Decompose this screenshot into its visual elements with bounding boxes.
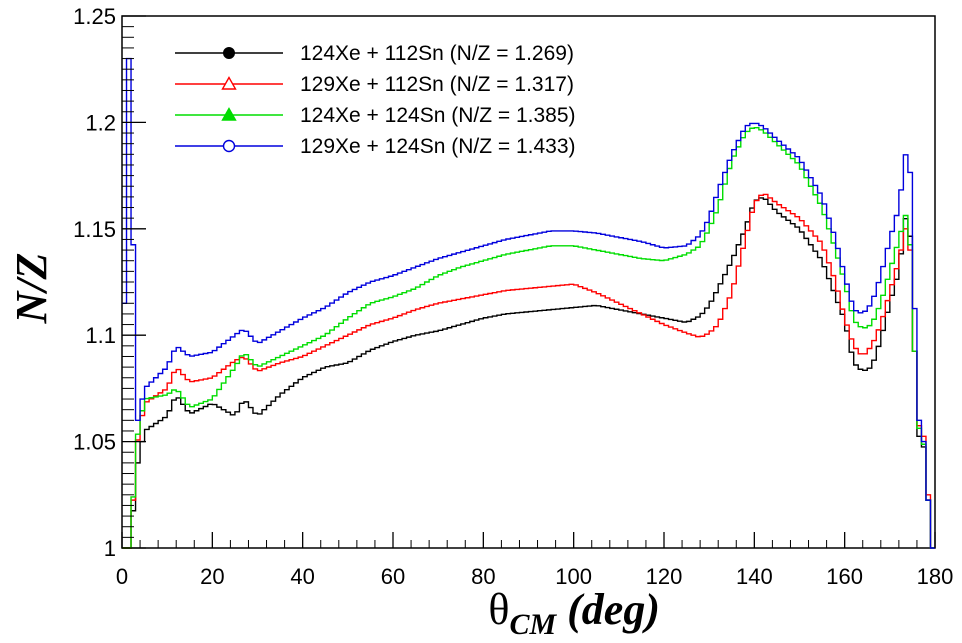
x-tick-label: 20 — [200, 564, 224, 589]
x-tick-label: 100 — [555, 564, 592, 589]
x-tick-label: 120 — [646, 564, 683, 589]
x-tick-label: 180 — [917, 564, 954, 589]
x-tick-label: 80 — [471, 564, 495, 589]
x-axis-title: θCM (deg) — [488, 585, 660, 641]
x-tick-label: 140 — [736, 564, 773, 589]
x-tick-label: 160 — [826, 564, 863, 589]
legend-marker-3 — [221, 107, 237, 121]
legend-label-1: 124Xe + 112Sn (N/Z = 1.269) — [300, 42, 574, 65]
x-tick-label: 40 — [290, 564, 314, 589]
x-axis-title-unit: (deg) — [556, 585, 660, 634]
series-line-3 — [122, 127, 935, 549]
legend-label-2: 129Xe + 112Sn (N/Z = 1.317) — [300, 73, 574, 96]
y-tick-label: 1.2 — [85, 110, 116, 135]
x-axis-title-theta: θ — [488, 585, 509, 634]
y-tick-label: 1.15 — [73, 217, 116, 242]
legend-label-4: 129Xe + 124Sn (N/Z = 1.433) — [300, 135, 576, 158]
legend-marker-2 — [221, 76, 237, 90]
series-line-4 — [122, 57, 935, 549]
legend: 124Xe + 112Sn (N/Z = 1.269) 129Xe + 112Sn… — [175, 42, 576, 158]
tick-layer: 0 20 40 60 80 100 120 140 160 180 1 1.05 1.1 1.15 1.2 1… — [73, 4, 953, 589]
y-tick-label: 1.25 — [73, 4, 116, 29]
x-axis-title-subscript: CM — [509, 608, 557, 641]
y-tick-label: 1.1 — [85, 323, 116, 348]
y-tick-label: 1.05 — [73, 430, 116, 455]
series-line-1 — [122, 197, 935, 549]
x-tick-label: 60 — [381, 564, 405, 589]
x-tick-label: 0 — [116, 564, 128, 589]
legend-marker-1 — [223, 47, 235, 59]
legend-label-3: 124Xe + 124Sn (N/Z = 1.385) — [300, 104, 576, 127]
series-line-2 — [122, 193, 935, 549]
series-layer — [122, 57, 935, 549]
y-axis-title: N/Z — [7, 253, 56, 325]
legend-marker-4 — [222, 139, 236, 153]
y-tick-label: 1 — [104, 536, 116, 561]
